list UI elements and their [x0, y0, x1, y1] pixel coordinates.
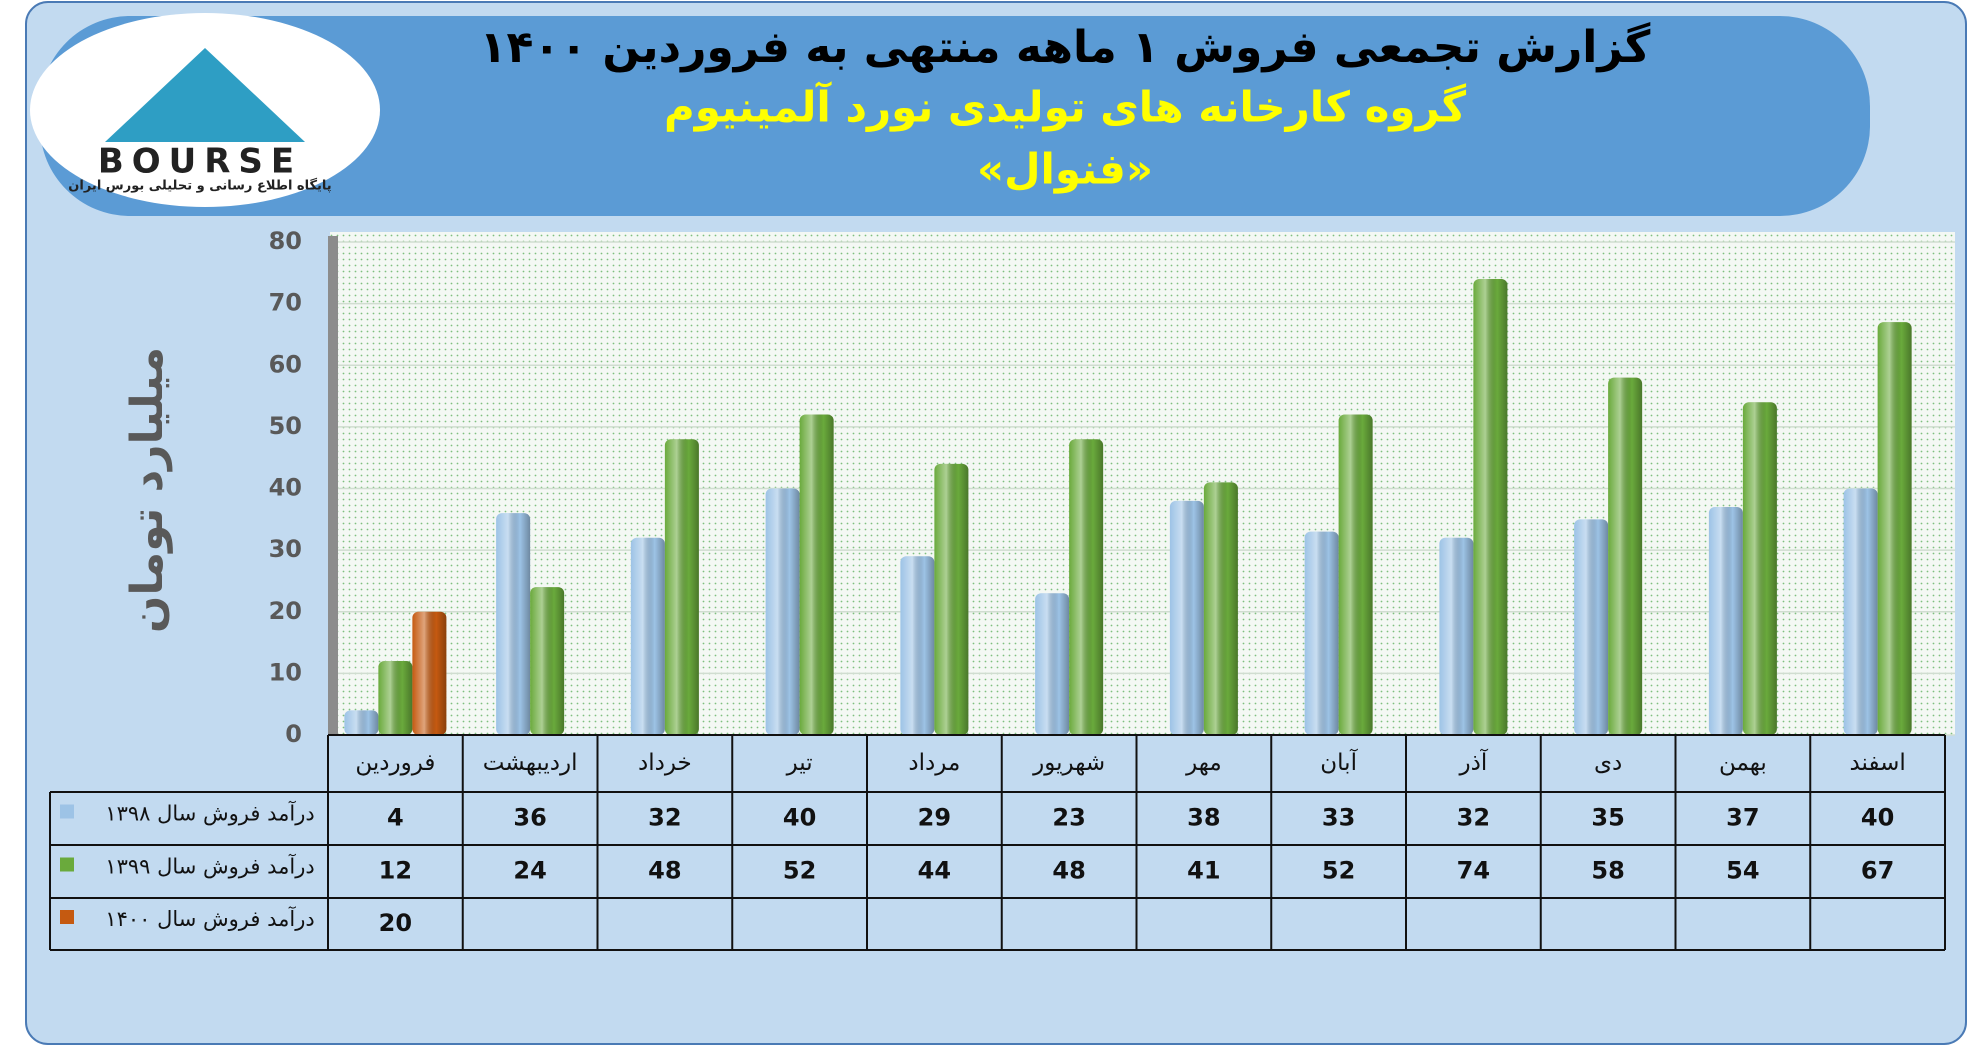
x-tick-label: بهمن	[1719, 750, 1767, 776]
title-banner	[40, 16, 1870, 216]
table-value: 40	[783, 804, 816, 832]
x-tick-label: آبان	[1320, 748, 1358, 776]
y-tick-label: 20	[269, 597, 302, 625]
bar	[412, 611, 447, 735]
y-tick-label: 70	[269, 289, 302, 317]
table-value: 12	[379, 857, 412, 885]
table-value: 20	[379, 909, 412, 937]
legend-label: درآمد فروش سال ۱۳۹۸	[105, 801, 314, 826]
table-value: 58	[1591, 857, 1624, 885]
x-tick-label: خرداد	[638, 750, 692, 776]
bar	[799, 414, 834, 735]
bar	[1304, 531, 1339, 735]
bar	[496, 513, 531, 735]
legend-swatch	[60, 804, 74, 819]
table-value: 35	[1591, 804, 1624, 832]
chart-subtitle: گروه کارخانه های تولیدی نورد آلمینیوم	[664, 82, 1467, 133]
bar	[1069, 439, 1104, 735]
x-tick-label: اسفند	[1849, 750, 1905, 776]
y-tick-label: 60	[269, 350, 302, 378]
table-value: 38	[1187, 804, 1220, 832]
y-tick-label: 10	[269, 658, 302, 686]
table-value: 37	[1726, 804, 1759, 832]
bar	[1843, 488, 1878, 735]
bar	[1439, 537, 1474, 735]
bar	[1473, 278, 1508, 735]
bar	[1877, 322, 1912, 735]
logo-text: BOURSE	[98, 142, 302, 182]
bar	[900, 556, 935, 735]
table-value: 40	[1861, 804, 1894, 832]
x-tick-label: مرداد	[908, 750, 960, 776]
y-tick-label: 50	[269, 412, 302, 440]
axis-wall	[328, 236, 338, 735]
bar	[1742, 402, 1777, 735]
bar	[934, 463, 969, 735]
bar	[378, 661, 413, 735]
table-value: 4	[387, 804, 404, 832]
x-tick-label: دی	[1594, 750, 1622, 776]
table-value: 41	[1187, 857, 1220, 885]
table-value: 29	[918, 804, 951, 832]
legend-swatch	[60, 910, 74, 924]
table-value: 33	[1322, 804, 1355, 832]
bar	[1035, 593, 1070, 735]
table-value: 44	[918, 857, 951, 885]
table-value: 32	[648, 804, 681, 832]
table-value: 54	[1726, 857, 1759, 885]
x-tick-label: فروردین	[355, 750, 435, 776]
bar	[664, 439, 699, 735]
x-tick-label: تیر	[786, 750, 813, 776]
y-tick-label: 80	[269, 227, 302, 255]
x-tick-label: اردیبهشت	[483, 750, 578, 776]
bar	[765, 488, 800, 735]
bar	[530, 587, 565, 735]
table-value: 74	[1457, 857, 1490, 885]
legend-label: درآمد فروش سال ۱۳۹۹	[105, 854, 314, 879]
y-tick-label: 30	[269, 535, 302, 563]
plot-area	[330, 232, 1955, 735]
logo-mark	[105, 48, 305, 142]
chart-subtitle2: «فنوال»	[977, 145, 1153, 195]
table-value: 36	[513, 804, 546, 832]
legend-label: درآمد فروش سال ۱۴۰۰	[105, 906, 314, 931]
bar	[1608, 377, 1643, 735]
x-tick-label: مهر	[1185, 750, 1222, 776]
chart-title: گزارش تجمعی فروش ۱ ماهه منتهی به فروردین…	[480, 21, 1651, 73]
bar	[1574, 519, 1609, 735]
x-tick-label: آذر	[1459, 748, 1489, 776]
table-value: 48	[648, 857, 681, 885]
table-value: 67	[1861, 857, 1894, 885]
table-value: 24	[513, 857, 546, 885]
bar	[344, 710, 379, 735]
bar	[630, 537, 665, 735]
bar	[1203, 482, 1238, 735]
bar	[1169, 500, 1204, 735]
logo-tagline: پایگاه اطلاع رسانی و تحلیلی بورس ایران	[68, 178, 331, 194]
bar	[1708, 506, 1743, 735]
table-value: 52	[1322, 857, 1355, 885]
bar	[1338, 414, 1373, 735]
table-value: 23	[1052, 804, 1085, 832]
y-axis-label: میلیارد تومان	[122, 347, 173, 633]
table-value: 32	[1457, 804, 1490, 832]
y-tick-label: 0	[285, 720, 302, 748]
table-value: 48	[1052, 857, 1085, 885]
legend-swatch	[60, 857, 74, 872]
table-value: 52	[783, 857, 816, 885]
x-tick-label: شهریور	[1032, 750, 1105, 776]
y-tick-label: 40	[269, 474, 302, 502]
